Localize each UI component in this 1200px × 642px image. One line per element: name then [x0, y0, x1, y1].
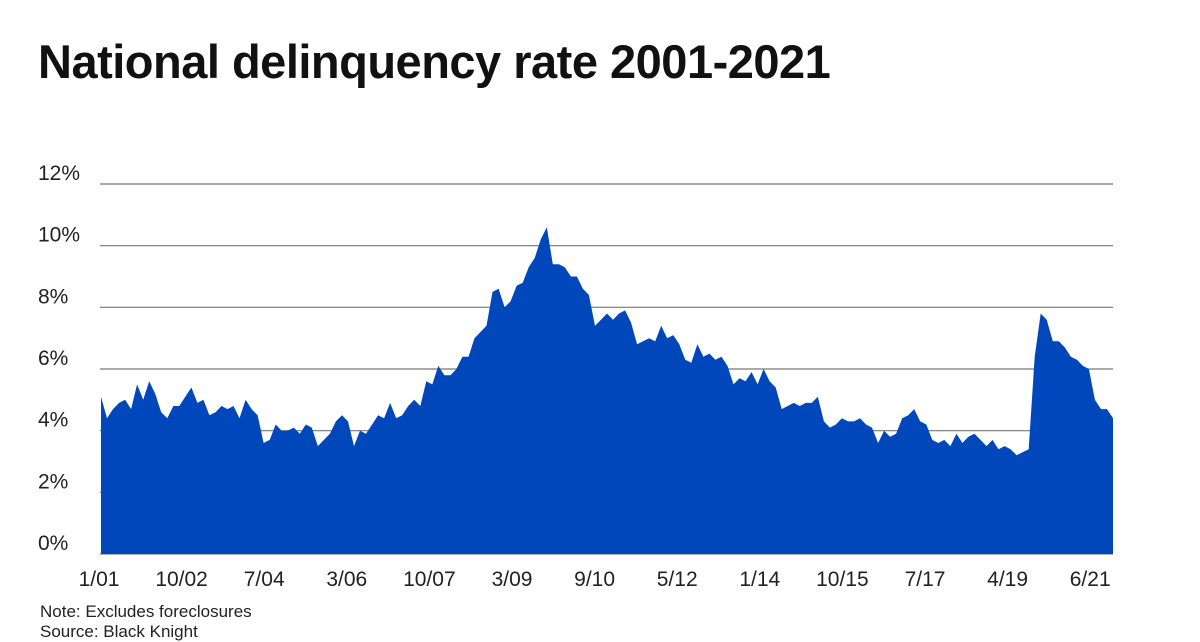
y-tick-label: 6% — [38, 347, 68, 370]
x-tick-label: 10/15 — [816, 568, 869, 591]
y-axis-labels: 0% 2% 4% 6% 8% 10% 12% — [38, 162, 80, 555]
x-tick-label: 7/17 — [905, 568, 946, 591]
x-tick-label: 9/10 — [574, 568, 615, 591]
chart: 0% 2% 4% 6% 8% 10% 12% 1/01 10/02 7/04 3/06 10/07 3… — [38, 162, 1113, 591]
delinquency-area — [101, 227, 1113, 554]
x-tick-label: 6/21 — [1070, 568, 1111, 591]
x-tick-label: 1/01 — [79, 568, 120, 591]
x-axis-labels: 1/01 10/02 7/04 3/06 10/07 3/09 9/10 5/12 1/14 10… — [79, 568, 1111, 591]
x-tick-label: 3/06 — [326, 568, 367, 591]
x-tick-label: 7/04 — [244, 568, 285, 591]
y-tick-label: 8% — [38, 285, 68, 308]
x-tick-label: 4/19 — [987, 568, 1028, 591]
y-tick-label: 4% — [38, 409, 68, 432]
y-tick-label: 0% — [38, 532, 68, 555]
source-text: Source: Black Knight — [40, 622, 198, 641]
note-text: Note: Excludes foreclosures — [40, 602, 252, 621]
y-tick-label: 12% — [38, 162, 80, 185]
x-tick-label: 10/07 — [403, 568, 456, 591]
x-tick-label: 5/12 — [657, 568, 698, 591]
y-tick-label: 10% — [38, 224, 80, 247]
y-tick-label: 2% — [38, 470, 68, 493]
x-tick-label: 1/14 — [739, 568, 780, 591]
x-tick-label: 10/02 — [155, 568, 208, 591]
chart-title: National delinquency rate 2001-2021 — [38, 35, 831, 88]
x-tick-label: 3/09 — [492, 568, 533, 591]
